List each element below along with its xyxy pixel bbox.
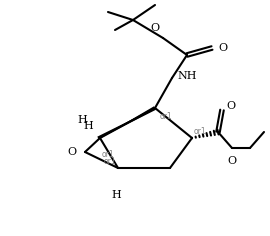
- Text: or1: or1: [194, 127, 207, 136]
- Text: H: H: [83, 121, 93, 131]
- Text: or1: or1: [160, 112, 173, 121]
- Text: H: H: [111, 190, 121, 200]
- Text: O: O: [226, 101, 235, 111]
- Text: or1: or1: [102, 150, 115, 159]
- Text: or1: or1: [103, 157, 116, 166]
- Text: H: H: [77, 115, 87, 125]
- Text: NH: NH: [177, 71, 197, 81]
- Text: O: O: [218, 43, 227, 53]
- Text: O: O: [227, 156, 237, 166]
- Polygon shape: [100, 106, 156, 138]
- Text: O: O: [150, 23, 160, 33]
- Text: O: O: [68, 147, 77, 157]
- Polygon shape: [97, 108, 155, 139]
